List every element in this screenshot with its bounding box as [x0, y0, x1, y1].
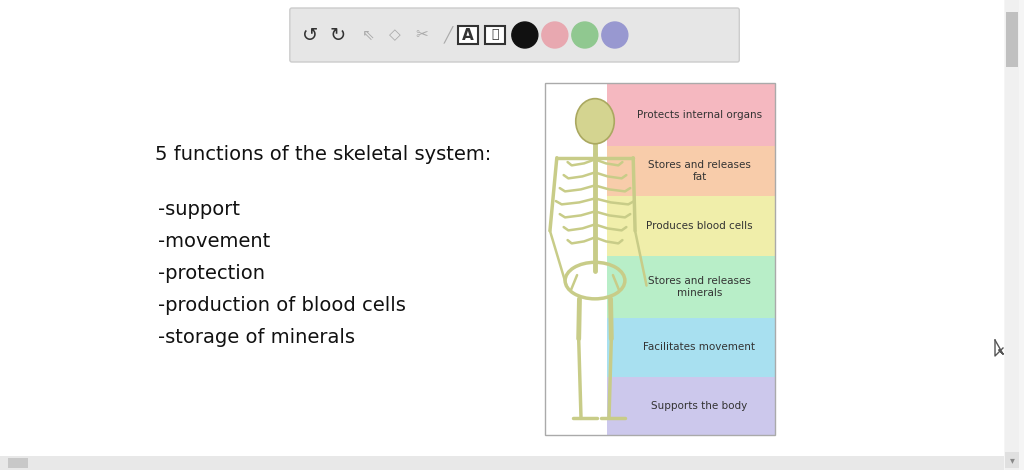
Text: A: A [462, 28, 474, 42]
Bar [607, 256, 775, 318]
Text: -storage of minerals: -storage of minerals [158, 328, 355, 347]
Circle shape [602, 22, 628, 48]
FancyBboxPatch shape [458, 26, 478, 44]
Text: ✂: ✂ [416, 28, 428, 42]
Text: Stores and releases
minerals: Stores and releases minerals [648, 276, 751, 298]
Text: ↺: ↺ [302, 25, 318, 45]
Bar [1006, 12, 1018, 67]
Bar [607, 318, 775, 376]
Text: ◇: ◇ [389, 28, 400, 42]
Text: 5 functions of the skeletal system:: 5 functions of the skeletal system: [155, 145, 492, 164]
Text: Stores and releases
fat: Stores and releases fat [648, 160, 751, 182]
Bar [607, 83, 775, 146]
Text: 🖼: 🖼 [492, 29, 499, 41]
Bar [545, 83, 775, 435]
Circle shape [571, 22, 598, 48]
Bar [1005, 0, 1019, 470]
Circle shape [512, 22, 538, 48]
Text: Supports the body: Supports the body [651, 401, 748, 411]
Bar [8, 458, 28, 468]
Circle shape [542, 22, 568, 48]
Text: ⇖: ⇖ [361, 28, 374, 42]
Ellipse shape [575, 99, 614, 144]
Text: ╱: ╱ [443, 26, 453, 44]
Text: Facilitates movement: Facilitates movement [643, 343, 756, 352]
Text: -protection: -protection [158, 264, 265, 283]
Text: Protects internal organs: Protects internal organs [637, 110, 762, 120]
Text: -movement: -movement [158, 232, 270, 251]
Bar [607, 376, 775, 435]
Bar [0, 456, 1004, 470]
FancyBboxPatch shape [290, 8, 739, 62]
Bar [607, 146, 775, 196]
Text: ↻: ↻ [330, 25, 346, 45]
Bar [1005, 452, 1019, 468]
Text: -support: -support [158, 200, 240, 219]
Text: ▾: ▾ [1010, 455, 1015, 465]
FancyBboxPatch shape [484, 26, 505, 44]
Text: -production of blood cells: -production of blood cells [158, 296, 406, 315]
Text: Produces blood cells: Produces blood cells [646, 221, 753, 231]
Bar [607, 196, 775, 256]
